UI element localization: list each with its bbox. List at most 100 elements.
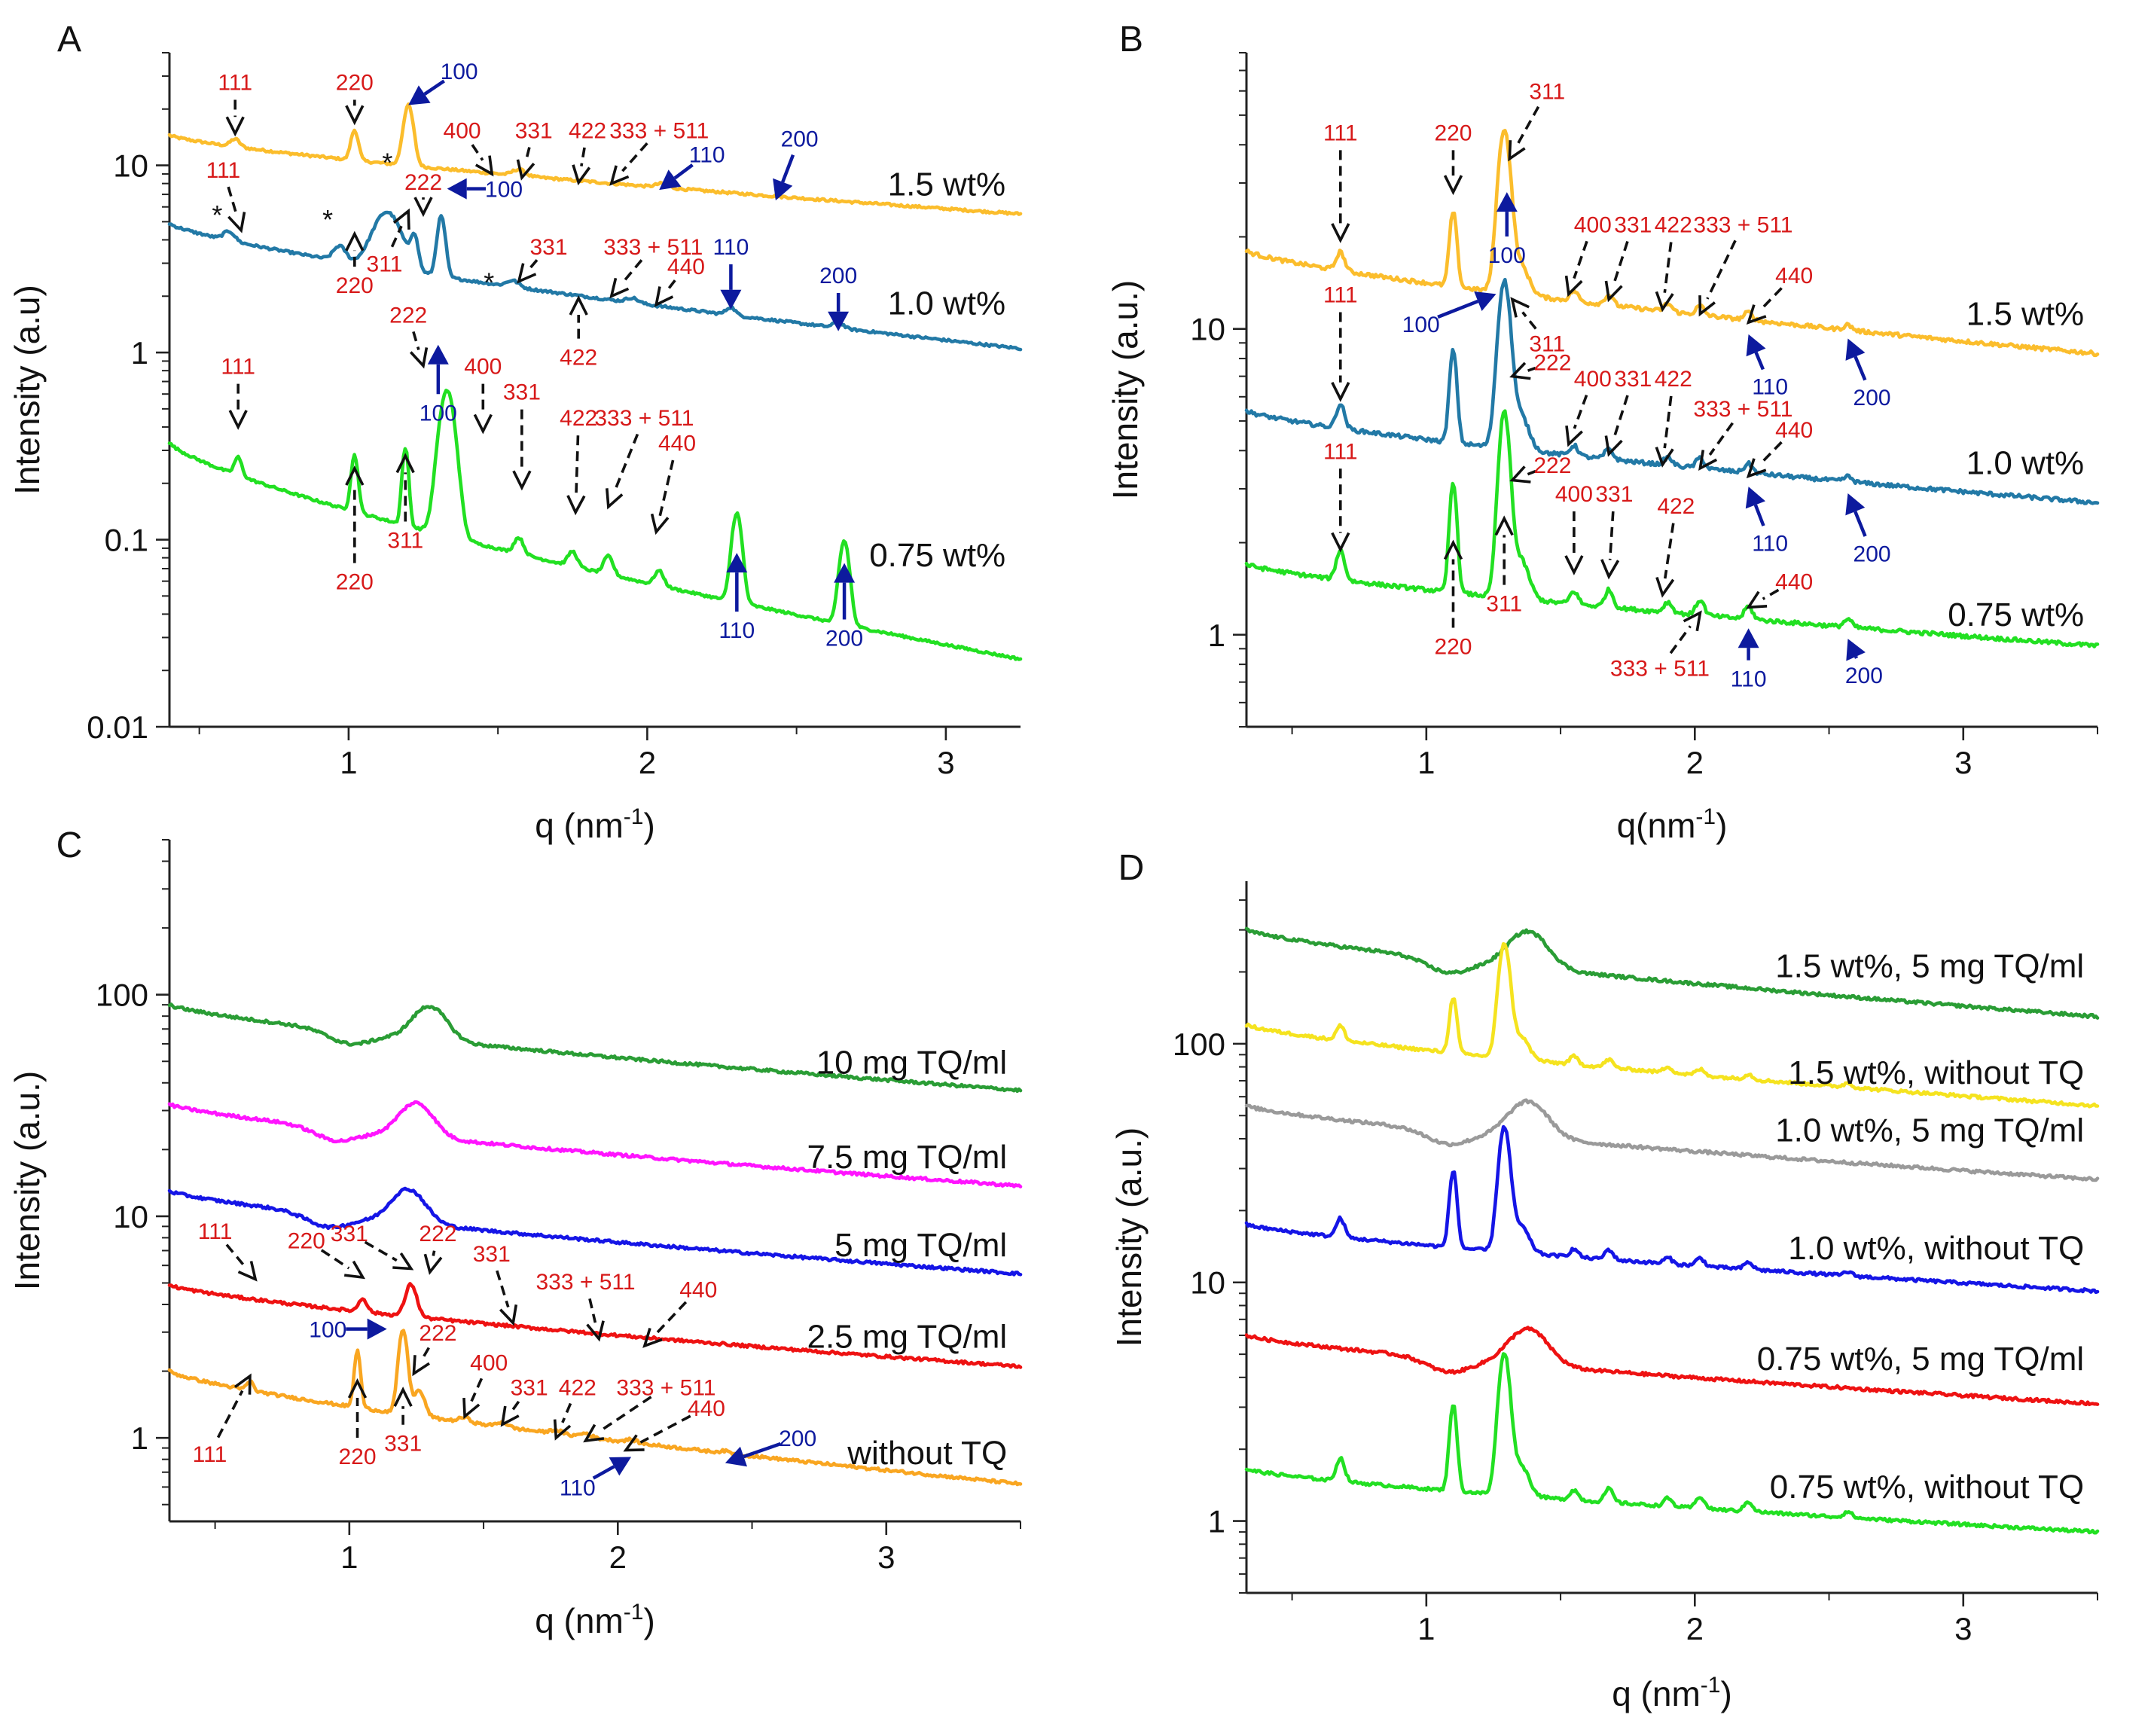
annotation-arrowhead [1600,559,1620,580]
annotation-arrow-line [320,1249,350,1270]
annotation-arrow-line [1527,469,1536,476]
annotation-arrowhead [553,1419,572,1441]
series-label: 0.75 wt%, 5 mg TQ/ml [1757,1341,2084,1378]
x-tick-label: 2 [639,745,656,780]
annotation-arrow-line [1853,511,1867,537]
annotation-arrow-line [1573,240,1588,279]
series-line-3 [1244,1124,2100,1295]
annotation-arrow-line [524,147,531,162]
x-tick-label: 2 [1686,1611,1704,1646]
annotation-arrowhead [828,311,850,331]
annotation-arrowhead [345,465,365,486]
y-axis-title: Intensity (a.u.) [1106,280,1145,499]
annotation-arrow-line [470,1378,484,1402]
fcc-peak-label: 440 [658,432,696,456]
fcc-peak-label: 422 [1655,367,1692,392]
fcc-peak-label: 440 [688,1396,725,1421]
asterisk-marker: * [322,204,333,235]
annotation-arrowhead [517,263,537,284]
annotation-arrowhead [1331,223,1350,243]
annotation-arrowhead [499,1304,518,1326]
x-tick-label: 2 [1686,745,1704,780]
annotation-arrowhead [233,1373,252,1395]
annotation-arrowhead [720,289,742,310]
annotation-arrow-line [412,331,420,350]
annotation-arrowhead [409,347,429,369]
annotation-arrowhead [834,563,856,583]
annotation-arrow-line [1516,105,1540,145]
fcc-peak-label: 111 [221,355,255,380]
hex-peak-label: 110 [719,618,755,643]
annotation-arrow-line [1437,299,1479,319]
y-tick-label: 0.1 [105,523,148,558]
hex-peak-label: 100 [420,401,457,426]
annotation-arrow-line [1853,355,1867,381]
y-tick-label: 0.01 [87,709,148,745]
annotation-arrowhead [1746,590,1768,609]
annotation-arrowhead [583,1423,605,1443]
fcc-peak-label: 331 [1614,213,1652,238]
fcc-peak-label: 222 [1533,453,1571,478]
annotation-arrowhead [413,197,433,218]
series-line-2 [1244,409,2100,648]
annotation-arrowhead [1443,539,1463,560]
x-tick-label: 3 [877,1539,895,1575]
series-line-5 [1244,1352,2100,1535]
annotation-arrowhead [500,1405,520,1427]
fcc-peak-label: 333 + 511 [616,1375,715,1400]
annotation-arrowhead [1496,192,1518,212]
fcc-peak-label: 333 + 511 [535,1270,635,1295]
fcc-peak-label: 220 [336,273,374,298]
annotation-arrow-line [1762,588,1780,600]
annotation-arrowhead [1655,291,1674,313]
y-axis-title: Intensity (a.u.) [1109,1127,1149,1347]
annotation-arrowhead [609,165,630,186]
annotation-arrowhead [654,286,674,307]
fcc-peak-label: 422 [559,1375,596,1400]
annotation-arrowhead [1565,425,1583,447]
series-label: 1.5 wt% [888,166,1006,203]
panel-D: D 1 2 3 1 10 100 Intensity (a.u.) q (nm-1) 1.5 wt… [1109,848,2100,1713]
fcc-peak-label: 111 [206,158,241,183]
series-line-4 [167,1329,1023,1487]
series-line-1 [1244,941,2100,1109]
annotation-arrow-line [621,259,643,285]
annotation-arrowhead [1845,338,1866,361]
y-tick-label: 10 [1190,1265,1225,1301]
fcc-peak-label: 440 [1775,418,1813,443]
hex-peak-label: 110 [1752,375,1788,400]
hex-peak-label: 110 [689,143,725,168]
annotation-arrowhead [423,1253,443,1275]
hex-peak-label: 100 [309,1318,346,1343]
fcc-peak-label: 400 [1555,482,1593,507]
annotation-arrowhead [572,164,591,186]
y-tick-label: 10 [113,1199,148,1234]
series-line-1 [167,1100,1023,1188]
annotation-arrow-line [561,1402,572,1423]
fcc-peak-label: 400 [444,118,481,143]
y-tick-label: 1 [131,1420,148,1456]
annotation-arrowhead [427,344,449,365]
annotation-arrow-line [1663,395,1673,449]
annotation-arrowhead [347,1378,368,1399]
series-label: 1.5 wt%, without TQ [1788,1054,2084,1091]
annotation-arrowhead [1494,515,1514,536]
series-label: without TQ [847,1435,1007,1472]
annotation-arrowhead [237,1261,258,1282]
fcc-peak-label: 333 + 511 [1693,213,1792,238]
annotation-arrowhead [606,488,624,510]
fcc-peak-label: 400 [464,355,502,380]
annotation-arrowhead [1443,175,1463,196]
series-line-2 [167,389,1023,661]
fcc-peak-label: 331 [1614,367,1652,392]
annotation-arrowhead [1845,493,1866,516]
annotation-arrowhead [412,1355,430,1377]
series-label: 1.5 wt% [1966,295,2085,332]
annotation-arrow-line [673,163,694,180]
fcc-peak-label: 222 [419,1321,456,1346]
fcc-peak-label: 220 [1434,121,1472,145]
annotation-arrowhead [1564,275,1583,297]
hex-peak-label: 100 [1488,243,1526,268]
fcc-peak-label: 331 [1595,482,1633,507]
annotation-arrow-line [658,459,675,517]
